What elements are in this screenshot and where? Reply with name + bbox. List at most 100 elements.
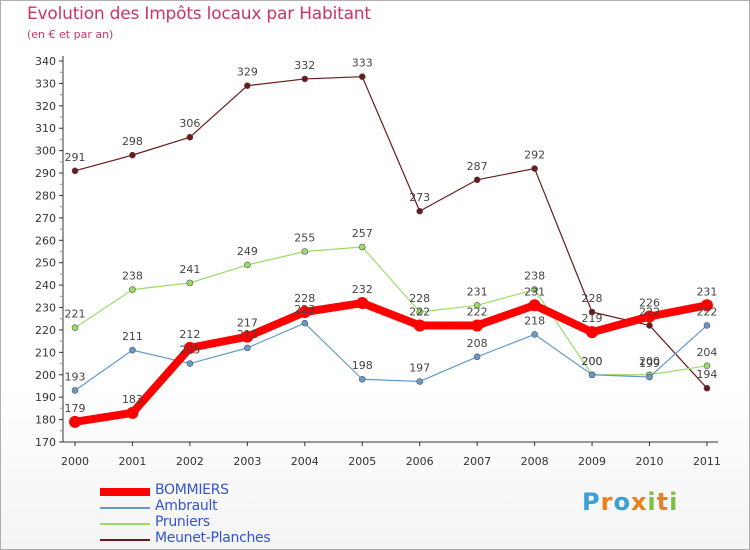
data-point-bommiers xyxy=(643,310,656,323)
legend-label: Pruniers xyxy=(155,514,210,530)
data-point-pruniers xyxy=(531,286,538,293)
x-tick-label: 2010 xyxy=(636,455,664,468)
data-point-meunet-planches xyxy=(416,207,424,215)
x-tick-label: 2001 xyxy=(118,455,146,468)
data-label-meunet-planches: 306 xyxy=(179,117,200,130)
y-minor-dot xyxy=(60,407,62,410)
y-tick-label: 320 xyxy=(35,100,56,113)
legend-label: Ambrault xyxy=(155,498,218,514)
data-point-bommiers xyxy=(471,319,484,332)
data-point-bommiers xyxy=(413,319,426,332)
y-minor-dot xyxy=(60,138,62,141)
data-point-pruniers xyxy=(71,324,79,332)
data-point-meunet-planches xyxy=(71,167,79,175)
data-label-bommiers: 212 xyxy=(179,328,200,341)
data-point-bommiers xyxy=(528,299,541,312)
data-label-pruniers: 241 xyxy=(179,263,200,276)
y-tick-label: 190 xyxy=(35,391,56,404)
data-point-ambrault xyxy=(71,387,79,394)
data-point-bommiers xyxy=(69,415,81,428)
data-label-meunet-planches: 291 xyxy=(65,151,86,164)
y-tick-label: 280 xyxy=(35,189,56,202)
data-point-pruniers xyxy=(358,243,366,251)
data-label-bommiers: 228 xyxy=(294,292,315,305)
x-tick-label: 2005 xyxy=(348,455,376,468)
y-minor-dot xyxy=(60,295,62,298)
logo-letter: o xyxy=(613,488,631,516)
data-point-ambrault xyxy=(588,371,596,379)
data-label-bommiers: 226 xyxy=(639,296,660,309)
data-point-ambrault xyxy=(129,346,136,354)
data-label-bommiers: 219 xyxy=(582,312,603,325)
y-tick-label: 230 xyxy=(35,302,56,315)
y-minor-dot xyxy=(60,385,62,387)
data-point-ambrault xyxy=(416,378,424,385)
y-tick-label: 220 xyxy=(35,324,56,337)
data-label-meunet-planches: 228 xyxy=(582,292,603,305)
data-label-meunet-planches: 194 xyxy=(696,368,717,381)
data-label-pruniers: 228 xyxy=(409,292,430,305)
data-label-meunet-planches: 333 xyxy=(352,57,373,70)
data-point-meunet-planches xyxy=(129,151,136,159)
data-label-pruniers: 238 xyxy=(524,270,545,283)
data-point-pruniers xyxy=(129,286,136,293)
data-label-pruniers: 221 xyxy=(65,308,86,321)
y-tick-label: 290 xyxy=(35,167,56,180)
proxiti-logo: Proxiti xyxy=(582,488,678,516)
y-minor-dot xyxy=(60,273,62,275)
data-point-meunet-planches xyxy=(588,308,596,316)
y-minor-dot xyxy=(60,318,62,320)
y-tick-label: 170 xyxy=(35,436,56,449)
data-label-ambrault: 197 xyxy=(409,361,430,374)
legend-label: Meunet-Planches xyxy=(155,530,271,546)
data-label-meunet-planches: 298 xyxy=(122,135,143,148)
data-label-ambrault: 193 xyxy=(65,370,86,383)
data-point-pruniers xyxy=(416,308,424,316)
data-label-meunet-planches: 329 xyxy=(237,66,258,79)
y-minor-dot xyxy=(60,161,62,163)
legend-item-meunet-planches[interactable]: Meunet-Planches xyxy=(100,530,360,548)
data-label-meunet-planches: 287 xyxy=(467,160,488,173)
data-point-ambrault xyxy=(244,344,251,352)
legend-item-bommiers[interactable]: BOMMIERS xyxy=(100,482,360,500)
data-label-pruniers: 249 xyxy=(237,245,258,258)
data-point-pruniers xyxy=(473,301,481,309)
data-point-meunet-planches xyxy=(186,133,194,141)
data-point-meunet-planches xyxy=(646,322,653,329)
y-minor-dot xyxy=(60,116,62,118)
data-point-ambrault xyxy=(358,375,366,383)
chart-subtitle: (en € et par an) xyxy=(27,28,114,41)
data-point-meunet-planches xyxy=(531,165,538,172)
data-point-pruniers xyxy=(301,248,309,255)
data-label-ambrault: 198 xyxy=(352,359,373,372)
y-tick-label: 310 xyxy=(35,122,56,135)
data-label-pruniers: 255 xyxy=(294,232,315,245)
y-minor-dot xyxy=(60,205,62,208)
data-point-ambrault xyxy=(473,353,481,361)
series-line-ambrault xyxy=(74,322,708,392)
data-point-bommiers xyxy=(356,297,369,310)
y-minor-dot xyxy=(60,250,62,253)
data-label-bommiers: 222 xyxy=(409,305,430,318)
legend-swatch xyxy=(100,488,150,496)
x-tick-label: 2002 xyxy=(176,455,204,468)
data-point-pruniers xyxy=(186,279,194,287)
data-label-bommiers: 183 xyxy=(122,393,143,406)
legend-item-pruniers[interactable]: Pruniers xyxy=(100,514,360,532)
data-label-ambrault: 218 xyxy=(524,314,545,327)
legend-item-ambrault[interactable]: Ambrault xyxy=(100,498,360,516)
data-point-ambrault xyxy=(646,373,653,381)
data-label-meunet-planches: 222 xyxy=(639,305,660,318)
logo-letter: i xyxy=(669,488,679,516)
y-minor-dot xyxy=(60,71,62,73)
data-label-meunet-planches: 332 xyxy=(294,59,315,72)
data-point-bommiers xyxy=(700,299,713,312)
x-tick-label: 2008 xyxy=(521,455,549,468)
data-point-meunet-planches xyxy=(703,384,711,392)
legend-label: BOMMIERS xyxy=(155,482,229,498)
legend-swatch xyxy=(100,539,150,541)
data-label-bommiers: 231 xyxy=(524,285,545,298)
series-line-meunet-planches xyxy=(74,76,708,389)
chart-title: Evolution des Impôts locaux par Habitant xyxy=(27,4,371,24)
y-tick-label: 330 xyxy=(35,77,56,90)
